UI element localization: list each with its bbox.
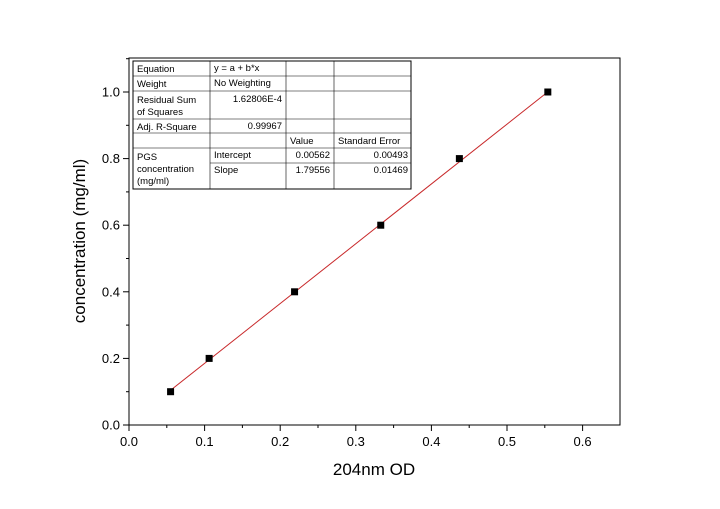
x-tick-label: 0.4 (422, 434, 440, 449)
rss-label-line2: of Squares (137, 107, 183, 118)
data-point-marker (544, 88, 552, 96)
intercept-label: Intercept (214, 150, 251, 161)
rss-label-line1: Residual Sum (137, 95, 196, 106)
intercept-error: 0.00493 (374, 150, 408, 161)
plot-frame (128, 57, 621, 426)
weight-label: Weight (137, 79, 167, 90)
fit-results-table: Equation y = a + b*x Weight No Weighting… (132, 60, 412, 190)
y-axis-title: concentration (mg/ml) (70, 159, 89, 323)
equation-label: Equation (137, 64, 175, 75)
equation-value: y = a + b*x (214, 63, 260, 74)
slope-error: 0.01469 (374, 165, 408, 176)
x-tick-label: 0.0 (120, 434, 138, 449)
y-axis-ticks: 0.0 0.2 0.4 0.6 0.8 1.0 (102, 58, 129, 433)
value-header: Value (290, 136, 314, 147)
y-tick-label: 0.8 (102, 151, 120, 166)
weight-value: No Weighting (214, 78, 271, 89)
intercept-value: 0.00562 (296, 150, 330, 161)
r2-value: 0.99967 (248, 121, 282, 132)
x-tick-label: 0.2 (271, 434, 289, 449)
data-point-marker (291, 288, 299, 296)
x-tick-label: 0.6 (574, 434, 592, 449)
slope-label: Slope (214, 165, 238, 176)
x-axis-ticks: 0.0 0.1 0.2 0.3 0.4 0.5 0.6 (120, 425, 592, 449)
x-tick-label: 0.1 (196, 434, 214, 449)
y-tick-label: 0.6 (102, 218, 120, 233)
y-tick-label: 0.4 (102, 284, 120, 299)
table-border (132, 60, 412, 190)
data-point-marker (377, 221, 385, 229)
r2-label: Adj. R-Square (137, 122, 197, 133)
data-point-marker (205, 354, 213, 362)
x-tick-label: 0.5 (498, 434, 516, 449)
fit-line (170, 91, 549, 391)
series-label-line1: PGS (137, 152, 157, 163)
data-point-marker (167, 388, 175, 396)
y-tick-label: 1.0 (102, 85, 120, 100)
series-label-line3: (mg/ml) (137, 176, 169, 187)
x-tick-label: 0.3 (347, 434, 365, 449)
series-label-line2: concentration (137, 164, 194, 175)
y-tick-label: 0.2 (102, 351, 120, 366)
stderr-header: Standard Error (338, 136, 400, 147)
data-points (167, 88, 552, 396)
data-point-marker (455, 155, 463, 163)
slope-value: 1.79556 (296, 165, 330, 176)
y-tick-label: 0.0 (102, 418, 120, 433)
rss-value: 1.62806E-4 (233, 94, 282, 105)
x-axis-title: 204nm OD (333, 460, 415, 479)
